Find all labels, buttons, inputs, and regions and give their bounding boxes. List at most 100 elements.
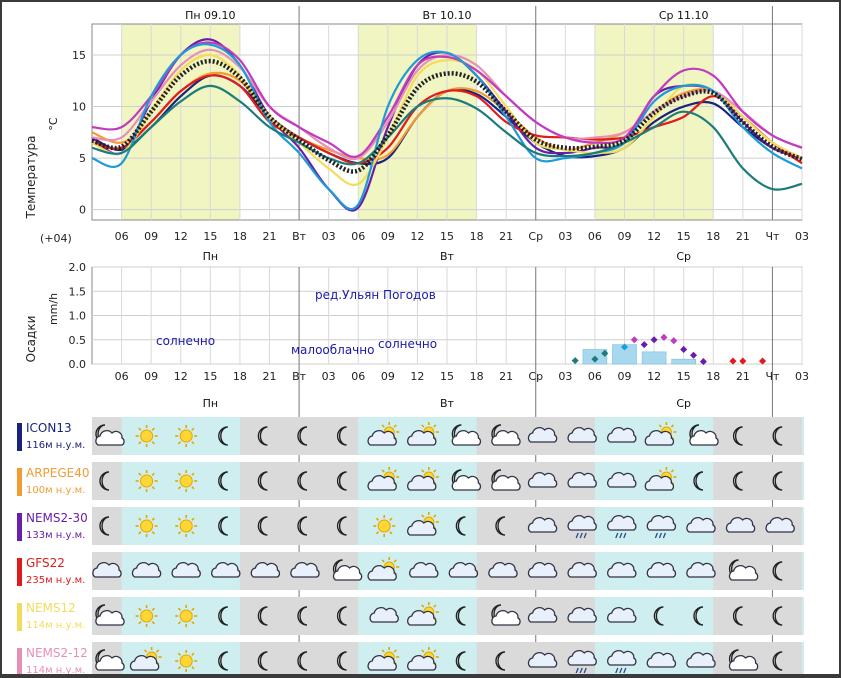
rain-drop: [619, 532, 623, 539]
model-name: ARPEGE40: [26, 466, 90, 480]
cloud-shape: [527, 562, 558, 578]
cloud-icon: [527, 607, 558, 623]
hour-tick-label: Вт: [292, 230, 307, 243]
moon-shape: [772, 606, 783, 626]
moon-shape: [495, 516, 506, 536]
hour-tick-label: Чт: [765, 230, 780, 243]
cloud-icon: [527, 427, 558, 443]
cloud-icon: [607, 472, 637, 488]
rain-drop: [575, 532, 579, 539]
sun-ray: [151, 486, 155, 490]
hour-tick-label: 12: [410, 370, 424, 383]
moon-cloud-icon: [689, 424, 719, 446]
hour-tick-label: 06: [115, 370, 129, 383]
hour-tick-label: 15: [203, 230, 217, 243]
cloud-shape: [686, 562, 716, 578]
moon-cloud-icon: [95, 604, 125, 626]
hour-tick-label: 03: [795, 230, 809, 243]
cloud-shape: [607, 472, 637, 488]
sun-cloud-icon: [644, 467, 677, 491]
sun-cloud-icon: [644, 422, 677, 446]
moon-icon: [257, 606, 268, 626]
cloud-shape: [95, 655, 125, 671]
model-color-bar: [17, 603, 22, 631]
cloud-icon: [725, 517, 756, 533]
cloud-icon: [686, 562, 716, 578]
moon-icon: [455, 606, 466, 626]
cloud-shape: [369, 607, 399, 623]
day-label-lower: Ср: [676, 397, 691, 410]
moon-shape: [218, 516, 228, 536]
hour-tick-label: 18: [706, 230, 720, 243]
cloud-shape: [451, 430, 482, 446]
cloud-icon: [527, 652, 558, 668]
model-row-nems2-30: NEMS2-30 133м н.у.м.: [17, 507, 804, 545]
rain-drop: [619, 667, 623, 674]
sun-icon: [135, 515, 158, 537]
precip-point: [660, 333, 668, 341]
sun-disc: [179, 429, 193, 443]
sun-ray: [151, 427, 155, 431]
precip-point: [670, 337, 678, 345]
cloud-shape: [250, 562, 281, 578]
hour-tick-label: 21: [736, 230, 750, 243]
cloud-shape: [644, 430, 675, 446]
rain-drop: [579, 667, 583, 674]
cloud-shape: [407, 520, 437, 536]
hour-tick-label: 03: [322, 230, 336, 243]
cloud-shape: [607, 427, 637, 443]
sun-disc: [179, 609, 193, 623]
sun-ray: [191, 621, 195, 625]
cloud-shape: [728, 565, 759, 581]
rain-drop: [583, 532, 587, 539]
moon-icon: [336, 606, 347, 626]
sun-ray: [138, 427, 142, 431]
cloud-shape: [567, 472, 597, 488]
sun-ray: [151, 472, 155, 476]
cloud-shape: [491, 430, 521, 446]
hour-tick-label: 09: [144, 230, 158, 243]
sun-ray: [155, 649, 160, 653]
watermark-annotation: ред.Ульян Погодов: [315, 288, 436, 302]
temp-tick-label: 5: [79, 152, 86, 165]
sun-ray: [177, 621, 182, 625]
sun-ray: [151, 621, 155, 625]
sun-ray: [393, 649, 397, 653]
precip-point: [680, 345, 688, 353]
cloud-shape: [409, 562, 439, 578]
sun-ray: [138, 486, 142, 490]
sun-ray: [177, 531, 182, 535]
moon-icon: [257, 651, 268, 671]
moon-shape: [455, 516, 466, 536]
hour-tick-label: 15: [677, 370, 691, 383]
cloud-icon: [567, 427, 597, 443]
sun-cloud-icon: [367, 647, 400, 671]
cloud-shape: [367, 430, 397, 446]
cloud-shape: [527, 607, 558, 623]
moon-icon: [297, 651, 308, 671]
sun-ray: [421, 424, 425, 428]
moon-icon: [297, 606, 308, 626]
moon-shape: [218, 471, 228, 491]
moon-cloud-icon: [728, 559, 759, 581]
model-elevation: 116м н.у.м.: [26, 440, 85, 451]
cloud-shape: [567, 562, 597, 578]
cloud-shape: [607, 515, 637, 531]
moon-shape: [336, 471, 347, 491]
sun-disc: [140, 429, 154, 443]
sun-icon: [135, 470, 158, 492]
sun-ray: [381, 469, 385, 473]
sun-ray: [381, 424, 385, 428]
cloud-shape: [686, 652, 716, 668]
sun-ray: [375, 517, 380, 521]
moon-cloud-icon: [491, 424, 521, 446]
hour-tick-label: 18: [470, 370, 484, 383]
day-header-label: Вт 10.10: [423, 9, 472, 22]
rain-drop: [579, 532, 583, 539]
cloud-icon: [607, 562, 637, 578]
precip-point: [759, 357, 767, 365]
cloud-icon: [567, 607, 597, 623]
model-elevation: 100м н.у.м.: [26, 485, 85, 496]
temperature-line-3: [91, 74, 803, 165]
sun-cloud-icon: [367, 422, 400, 446]
